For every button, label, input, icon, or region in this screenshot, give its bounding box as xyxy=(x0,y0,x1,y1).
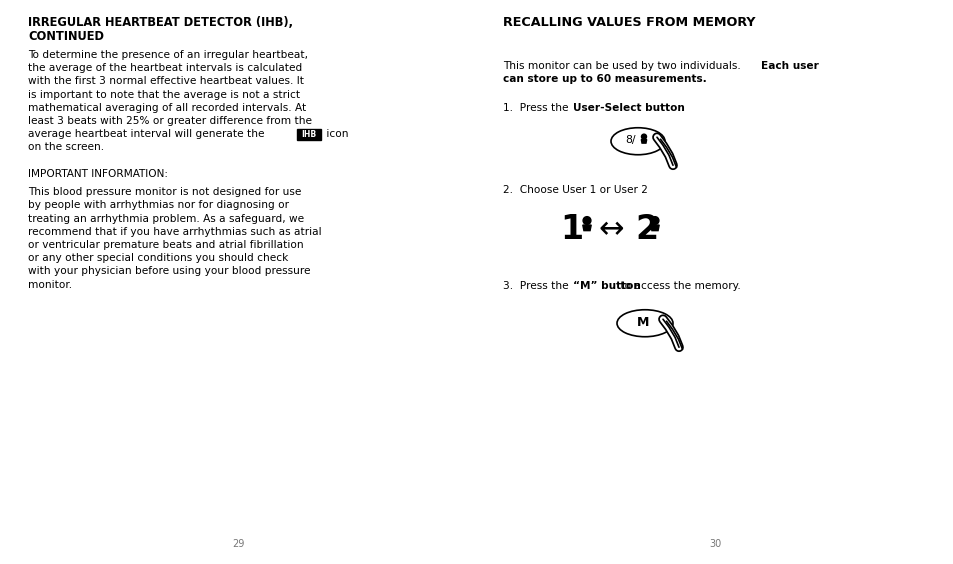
Text: 29: 29 xyxy=(232,539,244,549)
Text: can store up to 60 measurements.: can store up to 60 measurements. xyxy=(502,74,706,84)
Text: IRREGULAR HEARTBEAT DETECTOR (IHB),: IRREGULAR HEARTBEAT DETECTOR (IHB), xyxy=(28,16,293,29)
Text: 1.  Press the: 1. Press the xyxy=(502,103,571,113)
Text: with the first 3 normal effective heartbeat values. It: with the first 3 normal effective heartb… xyxy=(28,76,304,86)
Circle shape xyxy=(582,217,590,224)
Polygon shape xyxy=(582,225,591,231)
Text: ↔: ↔ xyxy=(598,215,623,244)
Text: User-Select button: User-Select button xyxy=(573,103,684,113)
Ellipse shape xyxy=(610,127,664,155)
Text: treating an arrhythmia problem. As a safeguard, we: treating an arrhythmia problem. As a saf… xyxy=(28,214,304,224)
Text: M: M xyxy=(637,316,648,329)
Text: with your physician before using your blood pressure: with your physician before using your bl… xyxy=(28,266,310,276)
Text: to access the memory.: to access the memory. xyxy=(617,281,740,291)
Text: 2: 2 xyxy=(635,213,658,246)
Text: icon: icon xyxy=(323,129,348,139)
Text: average heartbeat interval will generate the: average heartbeat interval will generate… xyxy=(28,129,264,139)
Text: or any other special conditions you should check: or any other special conditions you shou… xyxy=(28,253,288,263)
Text: 1: 1 xyxy=(559,213,582,246)
Text: by people with arrhythmias nor for diagnosing or: by people with arrhythmias nor for diagn… xyxy=(28,200,289,210)
Text: This monitor can be used by two individuals.: This monitor can be used by two individu… xyxy=(502,61,743,71)
Text: To determine the presence of an irregular heartbeat,: To determine the presence of an irregula… xyxy=(28,50,308,60)
Text: This blood pressure monitor is not designed for use: This blood pressure monitor is not desig… xyxy=(28,187,301,197)
Text: IHB: IHB xyxy=(301,130,316,139)
Text: or ventricular premature beats and atrial fibrillation: or ventricular premature beats and atria… xyxy=(28,240,303,250)
Text: .: . xyxy=(680,103,683,113)
Polygon shape xyxy=(640,139,646,143)
Text: on the screen.: on the screen. xyxy=(28,142,104,152)
Circle shape xyxy=(650,217,659,224)
Text: mathematical averaging of all recorded intervals. At: mathematical averaging of all recorded i… xyxy=(28,103,306,113)
Text: “M” button: “M” button xyxy=(573,281,640,291)
Text: Each user: Each user xyxy=(760,61,818,71)
Circle shape xyxy=(640,134,646,139)
Text: least 3 beats with 25% or greater difference from the: least 3 beats with 25% or greater differ… xyxy=(28,116,312,126)
Text: CONTINUED: CONTINUED xyxy=(28,30,104,43)
Text: monitor.: monitor. xyxy=(28,280,72,290)
Text: 3.  Press the: 3. Press the xyxy=(502,281,572,291)
FancyBboxPatch shape xyxy=(296,129,320,140)
Ellipse shape xyxy=(617,310,672,337)
Polygon shape xyxy=(650,225,659,231)
Text: 30: 30 xyxy=(708,539,720,549)
Text: RECALLING VALUES FROM MEMORY: RECALLING VALUES FROM MEMORY xyxy=(502,16,755,29)
Text: the average of the heartbeat intervals is calculated: the average of the heartbeat intervals i… xyxy=(28,63,302,73)
Text: IMPORTANT INFORMATION:: IMPORTANT INFORMATION: xyxy=(28,169,168,179)
Text: recommend that if you have arrhythmias such as atrial: recommend that if you have arrhythmias s… xyxy=(28,227,321,237)
Text: 8/: 8/ xyxy=(625,135,636,146)
Text: is important to note that the average is not a strict: is important to note that the average is… xyxy=(28,90,300,100)
Text: 2.  Choose User 1 or User 2: 2. Choose User 1 or User 2 xyxy=(502,185,647,195)
